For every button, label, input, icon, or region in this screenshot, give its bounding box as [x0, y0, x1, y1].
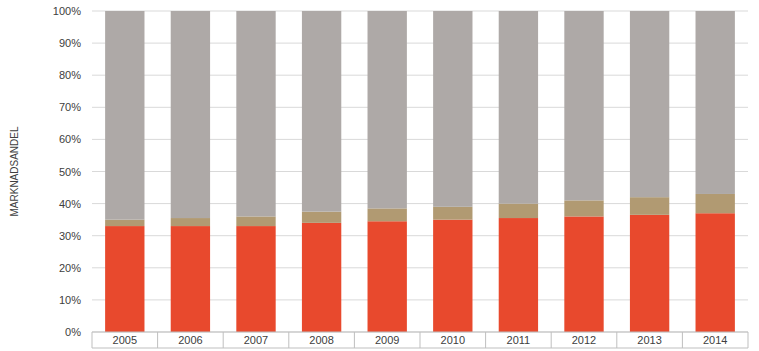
x-tick-label: 2009 [375, 334, 399, 346]
bar-segment [564, 11, 603, 200]
y-tick-label: 70% [59, 101, 81, 113]
bar-segment [302, 223, 341, 332]
bar-segment [368, 221, 407, 332]
bar-segment [368, 208, 407, 221]
y-axis-label: MARKNADSANDEL [9, 126, 20, 216]
category-separator [551, 332, 552, 348]
bar-segment [433, 220, 472, 332]
bar-segment [499, 218, 538, 332]
category-separator [157, 332, 158, 348]
bar-segment [236, 226, 275, 332]
category-separator [682, 332, 683, 348]
x-tick-label: 2007 [244, 334, 268, 346]
y-tick-label: 20% [59, 262, 81, 274]
y-tick-label: 90% [59, 37, 81, 49]
bar-segment [236, 216, 275, 226]
x-tick-label: 2006 [178, 334, 202, 346]
bar-segment [236, 11, 275, 216]
y-tick-label: 60% [59, 133, 81, 145]
category-separator [420, 332, 421, 348]
chart: 0% 10% 20% 30% 40% 50% 60% 70% 80% 90% 100% MARKNAD… [0, 0, 759, 351]
bar-segment [105, 220, 144, 226]
x-tick-label: 2013 [637, 334, 661, 346]
bar-segment [105, 226, 144, 332]
x-tick-label: 2014 [703, 334, 727, 346]
bar-segment [630, 11, 669, 197]
y-tick-label: 10% [59, 294, 81, 306]
y-tick-label: 40% [59, 198, 81, 210]
bar-segment [302, 11, 341, 212]
y-tick-label: 0% [65, 326, 81, 338]
x-tick-label: 2005 [113, 334, 137, 346]
bar-segment [696, 213, 735, 332]
category-separator [92, 332, 93, 348]
x-tick-label: 2011 [507, 334, 531, 346]
bars [105, 11, 735, 332]
bar-segment [171, 218, 210, 226]
bar-segment [171, 226, 210, 332]
category-box-bottom [92, 348, 748, 349]
category-separator [485, 332, 486, 348]
bar-segment [499, 11, 538, 204]
bar-segment [564, 216, 603, 332]
bar-segment [630, 215, 669, 332]
bar-segment [696, 194, 735, 213]
category-separator [354, 332, 355, 348]
bar-segment [564, 200, 603, 216]
bar-segment [696, 11, 735, 194]
y-tick-label: 30% [59, 230, 81, 242]
bar-segment [368, 11, 407, 208]
bar-segment [499, 204, 538, 218]
x-tick-label: 2012 [572, 334, 596, 346]
y-tick-label: 100% [53, 5, 81, 17]
bar-segment [433, 207, 472, 220]
bar-segment [302, 212, 341, 223]
y-tick-label: 80% [59, 69, 81, 81]
bar-segment [433, 11, 472, 207]
y-tick-label: 50% [59, 166, 81, 178]
x-tick-label: 2010 [441, 334, 465, 346]
bar-segment [171, 11, 210, 218]
category-separator [748, 332, 749, 348]
category-separator [288, 332, 289, 348]
category-separator [616, 332, 617, 348]
bar-segment [630, 197, 669, 215]
bar-segment [105, 11, 144, 220]
x-tick-label: 2008 [309, 334, 333, 346]
category-separator [223, 332, 224, 348]
